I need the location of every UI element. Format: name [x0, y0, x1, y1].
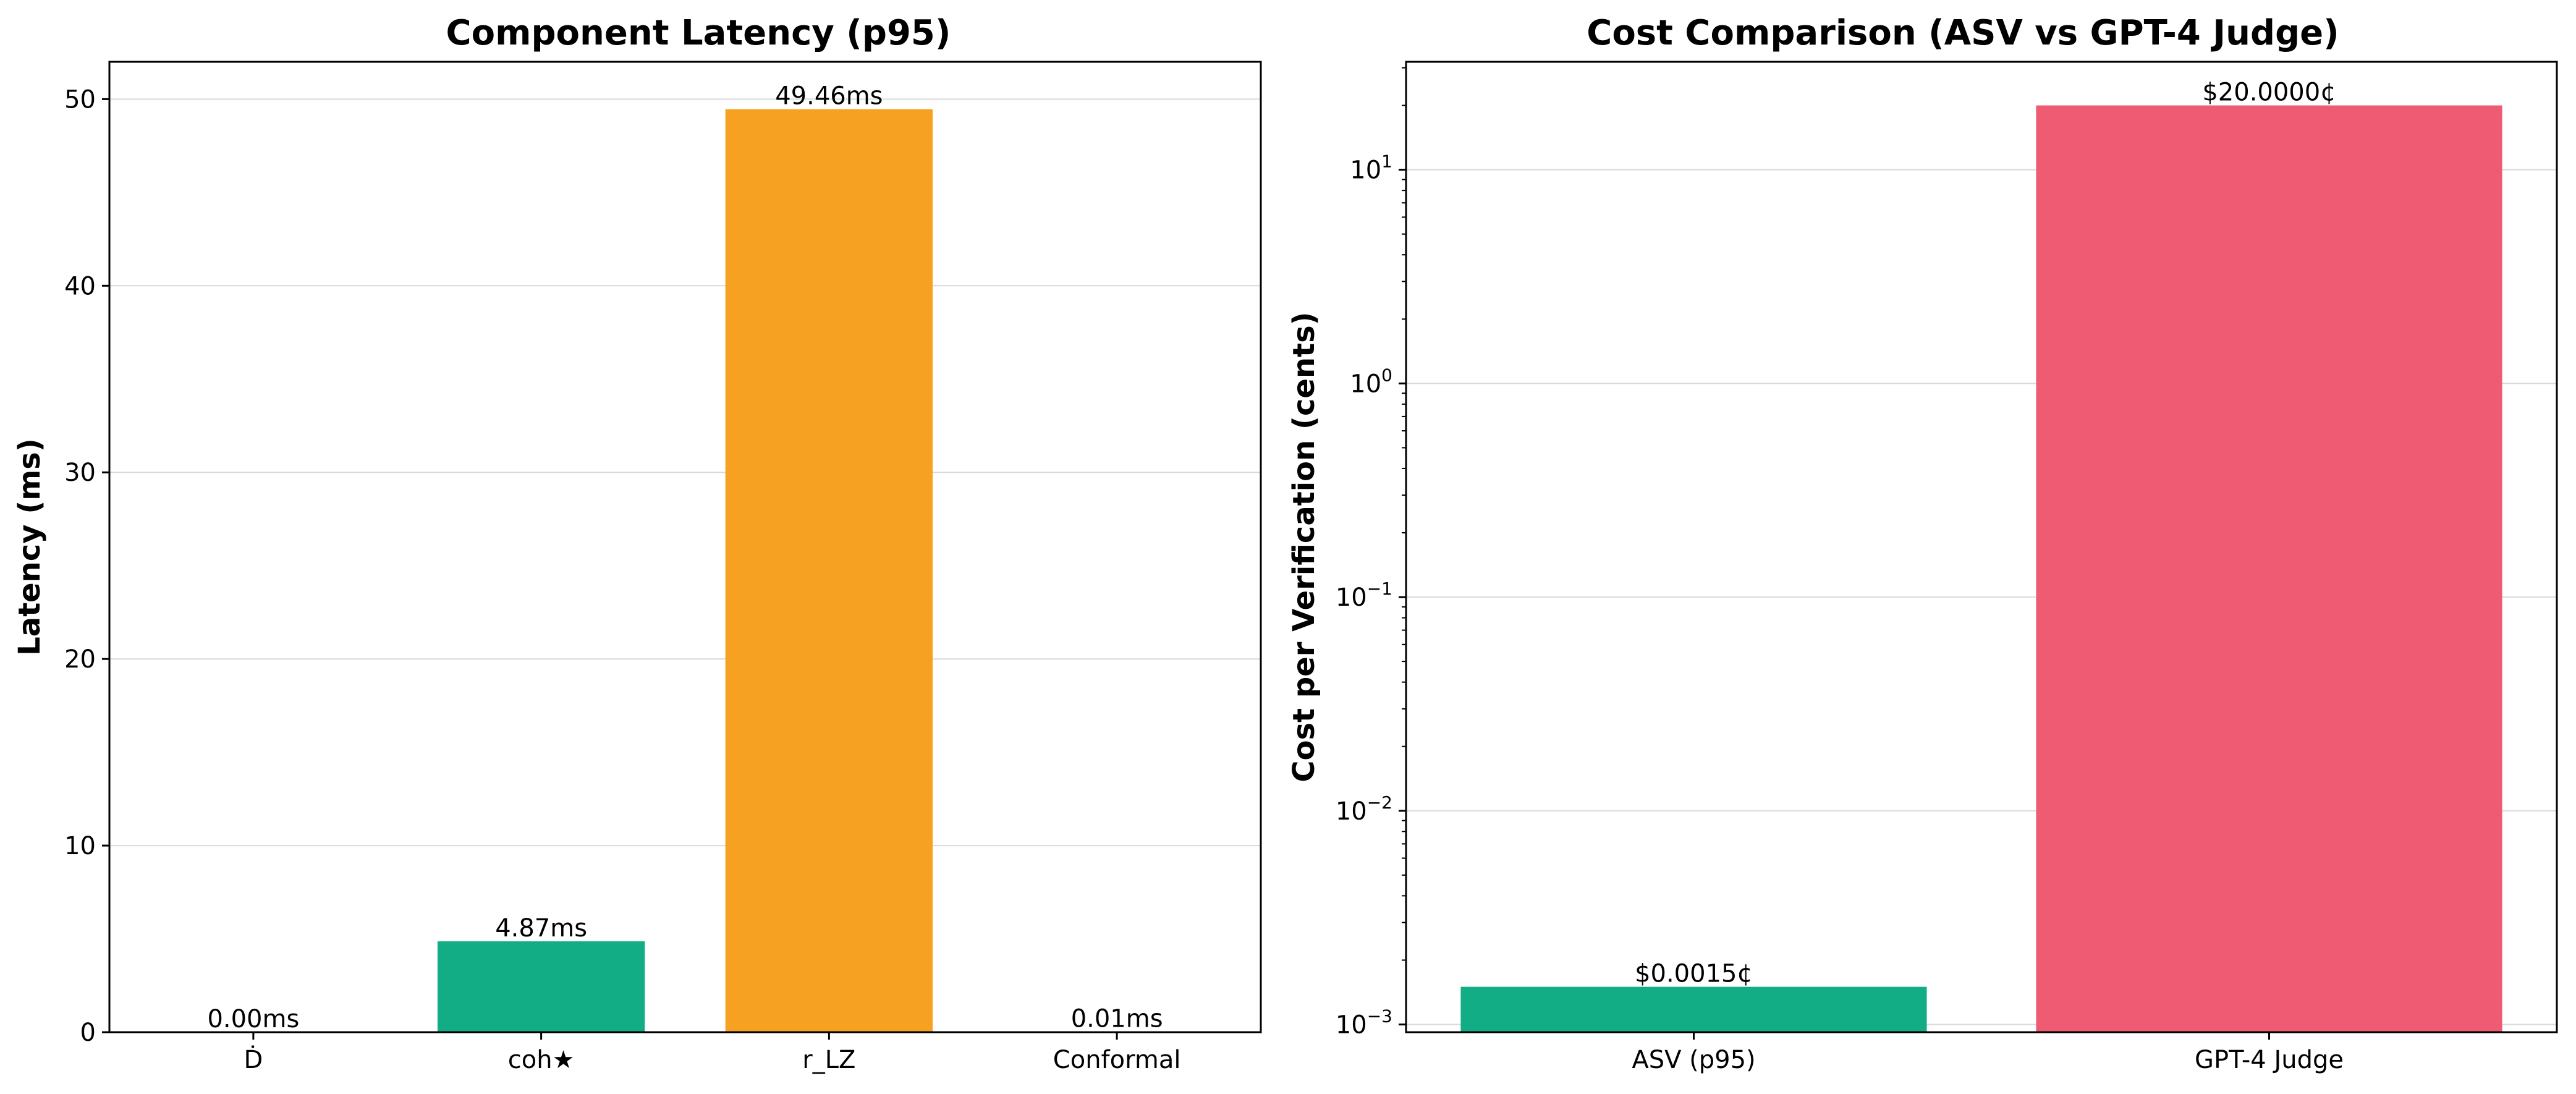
- latency-y-tick-label: 0: [80, 1019, 96, 1047]
- latency-chart: Component Latency (p95) Latency (ms) 0.0…: [12, 13, 1262, 1074]
- latency-chart-title: Component Latency (p95): [446, 13, 951, 53]
- cost-bar-labels: $0.0015¢ $20.0000¢: [1635, 78, 2336, 988]
- cost-chart: Cost Comparison (ASV vs GPT-4 Judge) Cos…: [1287, 13, 2558, 1074]
- latency-y-axis-label: Latency (ms): [12, 438, 47, 656]
- cost-y-tick-label: 10−2: [1336, 792, 1392, 826]
- latency-y-tick-label: 40: [64, 272, 96, 300]
- latency-bar: [725, 109, 933, 1032]
- latency-y-tick-label: 30: [64, 459, 96, 487]
- latency-x-ticks: Ḋ coh★ r_LZ Conformal: [244, 1032, 1180, 1074]
- cost-y-tick-exponent: 0: [1381, 365, 1392, 385]
- latency-x-tick-label: Ḋ: [244, 1045, 263, 1074]
- latency-bar: [437, 941, 645, 1032]
- latency-y-tick-label: 10: [64, 832, 96, 860]
- cost-y-tick-exponent: −3: [1367, 1006, 1392, 1026]
- latency-x-tick-label: Conformal: [1053, 1046, 1181, 1074]
- cost-y-axis-label: Cost per Verification (cents): [1287, 312, 1321, 782]
- cost-bar: [1460, 986, 1927, 1032]
- cost-plot-frame: [1405, 61, 2558, 1033]
- cost-y-tick-exponent: 1: [1381, 151, 1392, 172]
- cost-y-tick-base: 10: [1350, 156, 1381, 185]
- cost-chart-title: Cost Comparison (ASV vs GPT-4 Judge): [1587, 13, 2339, 53]
- cost-bars: [1460, 105, 2502, 1033]
- latency-bar-value-label: 0.01ms: [1071, 1005, 1163, 1033]
- cost-y-tick-base: 10: [1336, 1011, 1367, 1039]
- cost-y-tick-label: 10−1: [1336, 579, 1392, 612]
- latency-x-tick-label: r_LZ: [802, 1046, 855, 1074]
- cost-x-ticks: ASV (p95) GPT-4 Judge: [1632, 1032, 2344, 1074]
- latency-bar-labels: 0.00ms 4.87ms 49.46ms 0.01ms: [207, 82, 1163, 1033]
- latency-bar-value-label: 49.46ms: [775, 82, 883, 111]
- cost-y-tick-base: 10: [1350, 370, 1381, 398]
- cost-x-tick-label: GPT-4 Judge: [2195, 1046, 2344, 1074]
- latency-y-tick-label: 20: [64, 645, 96, 674]
- latency-x-tick-label: coh★: [508, 1046, 575, 1074]
- cost-y-tick-label: 101: [1350, 151, 1392, 185]
- latency-bar-value-label: 0.00ms: [207, 1005, 299, 1033]
- latency-plot-frame: [108, 61, 1262, 1033]
- latency-bar-value-label: 4.87ms: [495, 914, 587, 943]
- cost-bar-value-label: $0.0015¢: [1635, 960, 1753, 988]
- latency-y-ticks: 0 10 20 30 40 50: [64, 85, 109, 1047]
- cost-bar: [2036, 105, 2502, 1033]
- cost-y-tick-base: 10: [1336, 583, 1367, 612]
- cost-x-tick-label: ASV (p95): [1632, 1046, 1755, 1074]
- cost-y-tick-base: 10: [1336, 797, 1367, 826]
- cost-y-tick-label: 10−3: [1336, 1006, 1392, 1039]
- cost-bar-value-label: $20.0000¢: [2202, 78, 2336, 107]
- cost-y-tick-exponent: −2: [1367, 792, 1392, 813]
- cost-y-tick-label: 100: [1350, 365, 1392, 398]
- cost-y-tick-exponent: −1: [1367, 579, 1392, 599]
- latency-bars: [437, 109, 1221, 1032]
- latency-gridlines: [109, 98, 1261, 847]
- latency-y-tick-label: 50: [64, 85, 96, 114]
